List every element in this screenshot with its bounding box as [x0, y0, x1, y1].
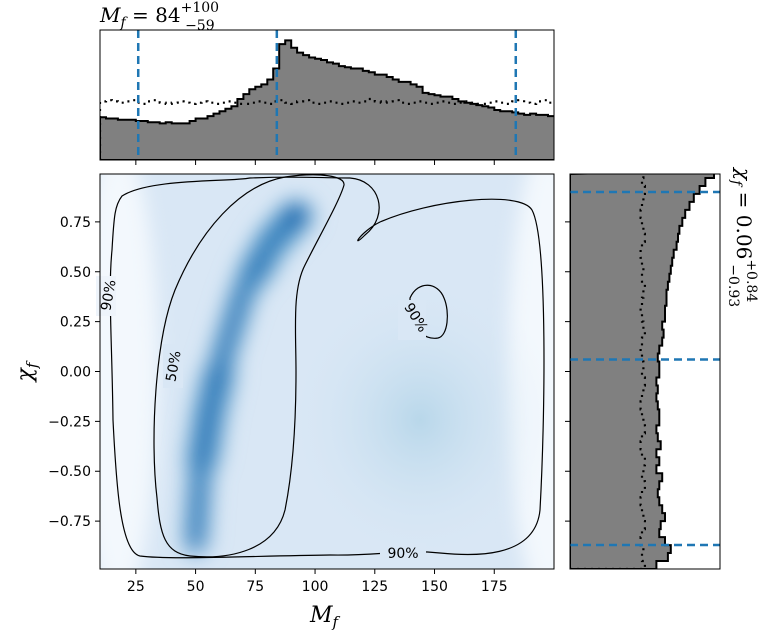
contour-label-50: 50% — [163, 350, 184, 383]
joint-edge-fade-left — [100, 174, 158, 569]
right-prior-histogram — [570, 174, 646, 569]
right-quantile-lines — [570, 190, 720, 547]
top-posterior-histogram — [100, 39, 554, 160]
y-tick-label: −0.75 — [48, 514, 91, 530]
x-tick-label: 25 — [127, 579, 145, 595]
joint-y-ticks: −0.75 −0.50 −0.25 0.00 0.25 0.50 0.75 — [48, 215, 100, 530]
y-axis-label: χf — [13, 360, 41, 383]
top-title: Mf = 84+100 −59 — [99, 0, 219, 34]
y-tick-label: −0.50 — [48, 464, 91, 480]
top-frame — [99, 29, 555, 161]
joint-soft-region — [280, 270, 554, 569]
x-tick-label: 150 — [421, 579, 448, 595]
top-x-ticks — [135, 160, 495, 165]
contour-label-90-left: 90% — [98, 279, 119, 312]
x-tick-label: 100 — [302, 579, 329, 595]
right-y-ticks — [565, 221, 570, 522]
right-posterior-histogram — [570, 174, 715, 569]
contour-50 — [153, 174, 345, 558]
density-ridge — [173, 190, 323, 566]
joint-x-ticks: 25 50 75 100 125 150 175 — [127, 569, 508, 595]
y-tick-label: 0.25 — [60, 315, 91, 331]
right-title: χf = 0.06+0.84−0.93 — [725, 166, 759, 307]
y-tick-label: 0.50 — [60, 265, 91, 281]
contour-labels: 90% 50% 90% 90% — [96, 276, 430, 562]
x-tick-label: 75 — [246, 579, 264, 595]
density-blob — [270, 190, 323, 239]
contour-label-90-bottom: 90% — [387, 546, 418, 562]
y-tick-label: 0.00 — [60, 365, 91, 381]
joint-panel: 90% 50% 90% 90% 25 50 75 100 125 150 175 −0.75… — [13, 173, 555, 631]
x-axis-label: Mf — [309, 603, 341, 631]
contour-90 — [109, 176, 545, 559]
y-tick-label: −0.25 — [48, 414, 91, 430]
x-tick-label: 175 — [481, 579, 508, 595]
top-marginal-panel: Mf = 84+100 −59 — [99, 0, 555, 165]
y-tick-label: 0.75 — [60, 215, 91, 231]
top-quantile-lines — [136, 30, 518, 160]
right-marginal-panel: χf = 0.06+0.84−0.93 — [565, 166, 759, 570]
x-tick-label: 50 — [187, 579, 205, 595]
x-tick-label: 125 — [361, 579, 388, 595]
